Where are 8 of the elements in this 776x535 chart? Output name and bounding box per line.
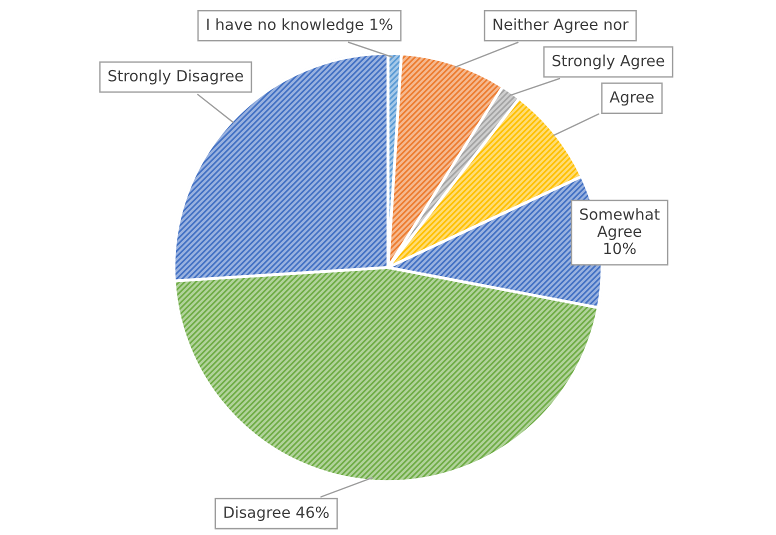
- slice-label: I have no knowledge 1%: [207, 18, 392, 34]
- slice-label: Neither Agree nor: [494, 18, 629, 34]
- slice-label: Somewhat Agree: [580, 208, 660, 240]
- slice-label: Strongly Disagree: [108, 70, 243, 84]
- data-label: 10%: [604, 242, 636, 254]
- slice-label: Strongly Agree: [552, 54, 664, 70]
- slice-label: Disagree 46%: [224, 506, 329, 521]
- slice-label: Agree: [610, 91, 654, 106]
